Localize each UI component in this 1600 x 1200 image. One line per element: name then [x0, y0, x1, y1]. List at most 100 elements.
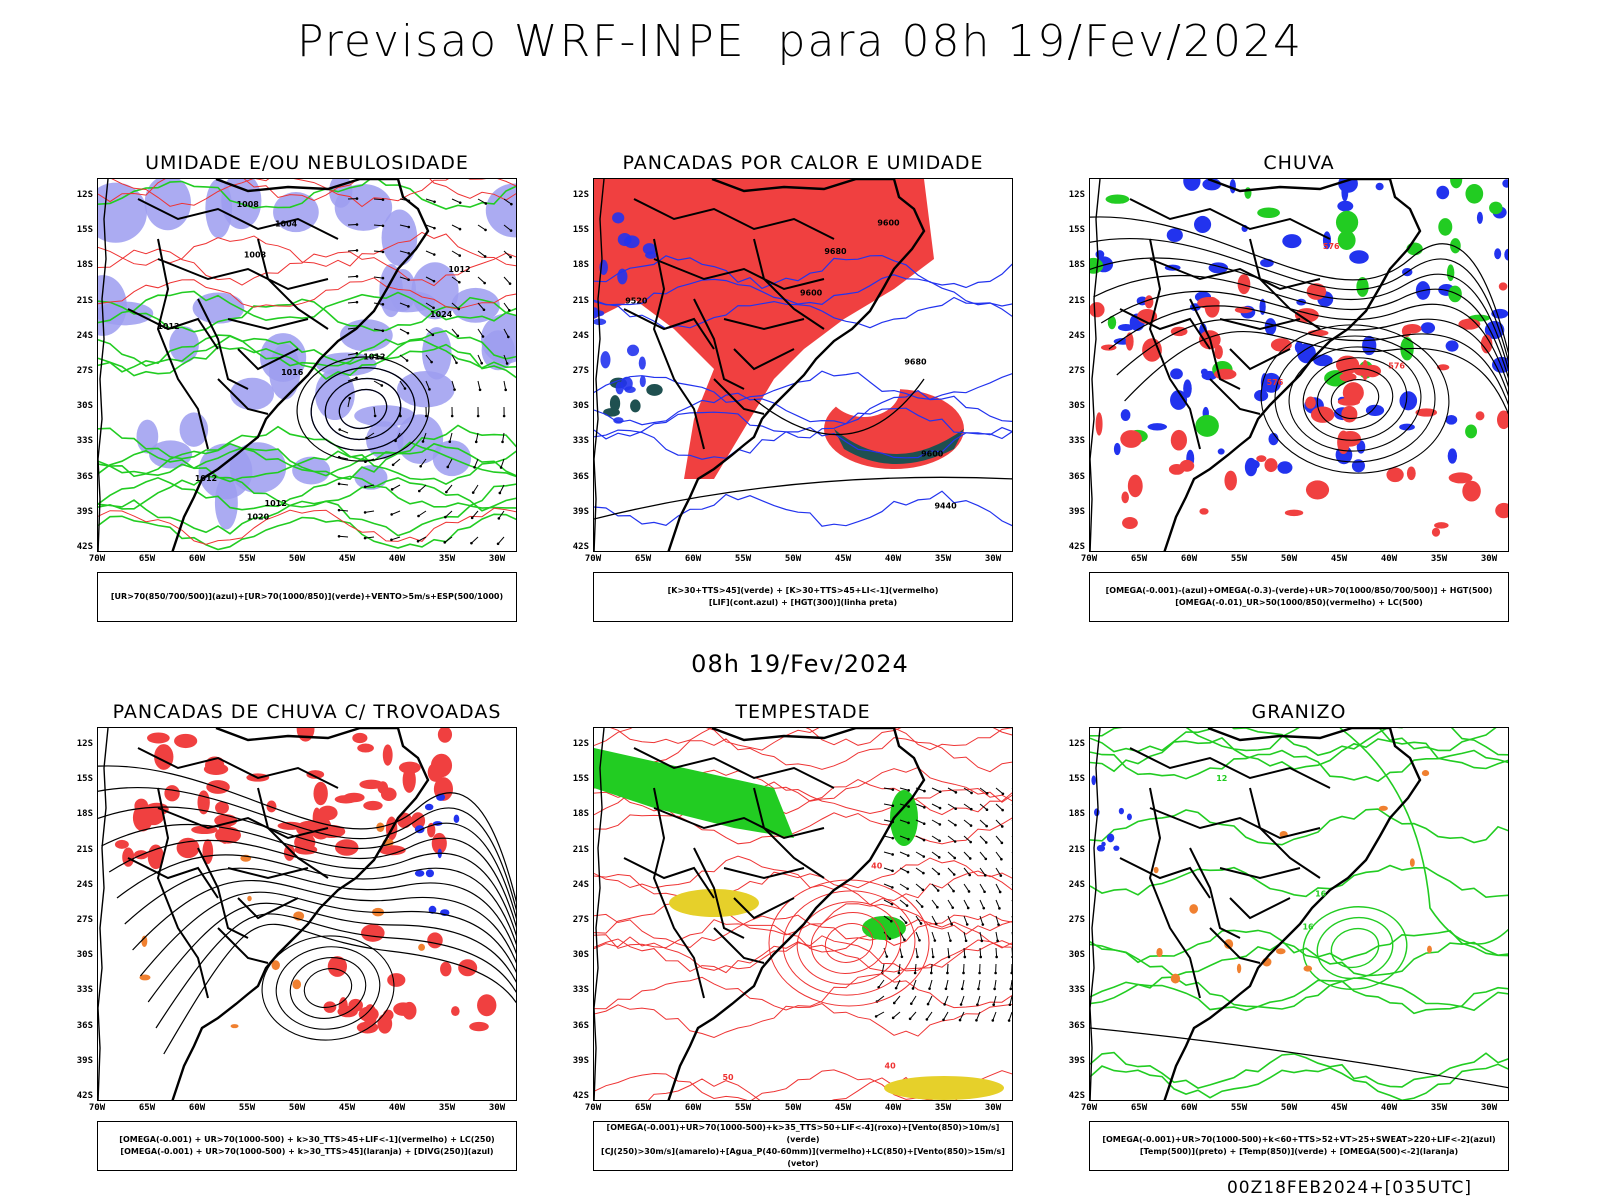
wind850-vector-head	[909, 1002, 913, 1005]
wind-vector	[417, 536, 427, 542]
omega-strong-area	[1195, 414, 1219, 437]
wind850-vector-head	[938, 823, 942, 826]
state-border	[1209, 927, 1261, 964]
streamline	[1093, 274, 1508, 379]
thunderstorm-area	[430, 753, 453, 778]
omega-weak-area	[1502, 179, 1508, 188]
wind850-vector-head	[977, 987, 980, 991]
wind850-vector-head	[962, 971, 965, 975]
wind850-vector-head	[936, 889, 940, 892]
omega-weak-area	[1341, 183, 1349, 202]
wind-vector-head	[480, 361, 483, 365]
state-border	[157, 807, 329, 840]
omega-strong-area	[1335, 210, 1359, 234]
thunderstorm-area	[334, 795, 358, 804]
wind-vector	[503, 328, 509, 338]
streamline-250	[98, 806, 516, 920]
longitude-tick-label: 35W	[438, 554, 456, 564]
state-border	[1209, 378, 1261, 415]
humidity-shade	[366, 421, 404, 459]
longitude-tick-label: 60W	[684, 554, 702, 564]
longitude-tick-label: 30W	[984, 1103, 1002, 1113]
wind850-vector	[931, 803, 941, 809]
wind850-vector-head	[979, 955, 983, 959]
omega-weak-area	[1484, 320, 1505, 340]
omega-weak-area	[1166, 228, 1183, 243]
wind-vector	[347, 275, 358, 278]
wind850-vector-head	[922, 855, 926, 858]
wind850-vector-head	[891, 886, 894, 889]
wind-vector	[391, 536, 401, 541]
rain-area	[1406, 466, 1416, 481]
wind850-vector	[883, 915, 892, 922]
wind850-vector-head	[891, 836, 895, 840]
wind-vector	[445, 484, 453, 493]
wind-vector-head	[455, 361, 458, 365]
wind-vector	[445, 510, 453, 518]
latitude-tick-label: 24S	[1068, 330, 1085, 341]
state-border	[1149, 258, 1321, 291]
omega-weak-area	[1147, 423, 1168, 431]
wind850-vector-head	[954, 823, 957, 827]
divergence-area	[453, 814, 460, 823]
contour-label: 1012	[448, 265, 470, 274]
latitude-tick-label: 18S	[76, 260, 93, 271]
longitude-tick-label: 60W	[188, 1103, 206, 1113]
hgt500-contour	[1330, 379, 1380, 419]
wind-vector	[338, 509, 349, 512]
wind850-vector	[893, 995, 901, 1004]
wind-vector	[503, 302, 510, 311]
streamline-250	[116, 854, 516, 946]
precipitable-water-contour	[594, 913, 1012, 949]
rain-area	[1090, 302, 1105, 318]
wind-vector	[420, 458, 427, 467]
omega500-area	[1170, 973, 1181, 984]
wind850-vector	[947, 819, 956, 826]
map-canvas: 16 16 12	[1090, 728, 1508, 1100]
contour-label: 50	[722, 1073, 734, 1082]
thunderstorm-area	[306, 770, 325, 779]
wind850-vector-head	[952, 889, 955, 893]
wind-vector-head	[445, 490, 448, 494]
wind850-vector-head	[980, 939, 984, 943]
temp850-contour	[1090, 728, 1497, 752]
wind850-vector	[931, 915, 937, 925]
wind-vector	[451, 380, 456, 390]
panel-legend: [K>30+TTS>45](verde) + [K>30+TTS>45+LI<-…	[593, 572, 1013, 622]
temp850-contour	[1090, 736, 1508, 773]
wind-vector	[373, 406, 376, 416]
forecast-map: 576 576 576	[1089, 178, 1509, 552]
wind-vector-head	[450, 414, 454, 418]
contour-label: 1004	[275, 219, 298, 228]
thunderstorm-area	[377, 1013, 393, 1034]
wind-vector-head	[431, 333, 435, 337]
precipitable-water-contour	[610, 728, 1012, 746]
wind850-vector	[931, 931, 936, 941]
wind850-vector	[883, 851, 893, 855]
rain-area	[1386, 467, 1404, 483]
wind850-vector-head	[975, 1018, 978, 1022]
wind-vector	[444, 536, 453, 543]
latitude-tick-label: 36S	[572, 1020, 589, 1031]
wind-vector	[373, 250, 384, 253]
wind850-vector	[915, 899, 923, 907]
wind850-vector-head	[954, 807, 957, 810]
thunderstorm-area	[206, 780, 230, 794]
wind850-vector-head	[897, 971, 901, 975]
state-border	[217, 927, 269, 964]
omega-strong-area	[1356, 277, 1369, 297]
wind-vector-head	[458, 280, 461, 284]
wind-vector-head	[337, 508, 341, 512]
longitude-tick-label: 40W	[884, 554, 902, 564]
wind850-vector	[931, 851, 940, 858]
precipitable-water-contour	[594, 737, 1012, 773]
latitude-tick-label: 42S	[76, 542, 93, 552]
omega-weak-area	[1217, 448, 1225, 455]
wind850-vector	[909, 1011, 917, 1020]
rain-area	[1498, 282, 1508, 291]
longitude-tick-label: 35W	[438, 1103, 456, 1113]
rain-area	[1496, 410, 1508, 430]
wind-vector	[503, 250, 511, 258]
wind-vector	[399, 250, 409, 254]
latitude-tick-label: 24S	[572, 330, 589, 341]
